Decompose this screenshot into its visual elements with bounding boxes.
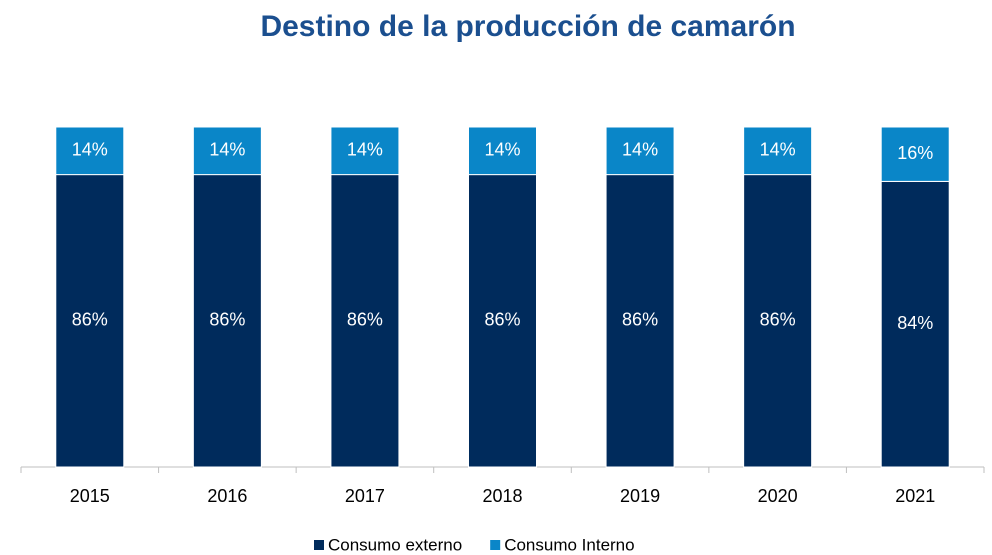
legend-label: Consumo externo <box>328 535 462 554</box>
legend-label: Consumo Interno <box>504 535 634 554</box>
data-label: 86% <box>347 310 383 330</box>
data-label: 84% <box>897 313 933 333</box>
data-label: 16% <box>897 143 933 163</box>
data-label: 14% <box>209 140 245 160</box>
legend-marker <box>490 540 501 550</box>
bar-segment <box>55 126 125 176</box>
data-label: 14% <box>347 140 383 160</box>
legend-marker <box>314 540 324 550</box>
bar-segment <box>192 174 262 468</box>
x-tick-label: 2017 <box>345 486 385 506</box>
bar-segment <box>743 126 813 176</box>
data-label: 14% <box>760 140 796 160</box>
data-label: 86% <box>209 310 245 330</box>
data-label: 14% <box>622 140 658 160</box>
x-tick-label: 2020 <box>758 486 798 506</box>
bar-segment <box>880 180 950 468</box>
data-label: 14% <box>484 140 520 160</box>
data-label: 86% <box>484 310 520 330</box>
bar-segment <box>605 174 675 468</box>
x-tick-label: 2016 <box>207 486 247 506</box>
chart-title: Destino de la producción de camarón <box>260 10 795 43</box>
bar-segment <box>330 126 400 176</box>
x-tick-label: 2018 <box>482 486 522 506</box>
bar-segment <box>330 174 400 468</box>
data-label: 14% <box>72 140 108 160</box>
bar-segment <box>192 126 262 176</box>
x-tick-label: 2015 <box>70 486 110 506</box>
bar-segment <box>55 174 125 468</box>
data-label: 86% <box>760 310 796 330</box>
bar-segment <box>468 126 537 176</box>
bar-segment <box>880 126 950 182</box>
data-label: 86% <box>622 310 658 330</box>
data-label: 86% <box>72 310 108 330</box>
bar-segment <box>605 126 675 176</box>
x-tick-label: 2021 <box>895 486 935 506</box>
x-tick-label: 2019 <box>620 486 660 506</box>
